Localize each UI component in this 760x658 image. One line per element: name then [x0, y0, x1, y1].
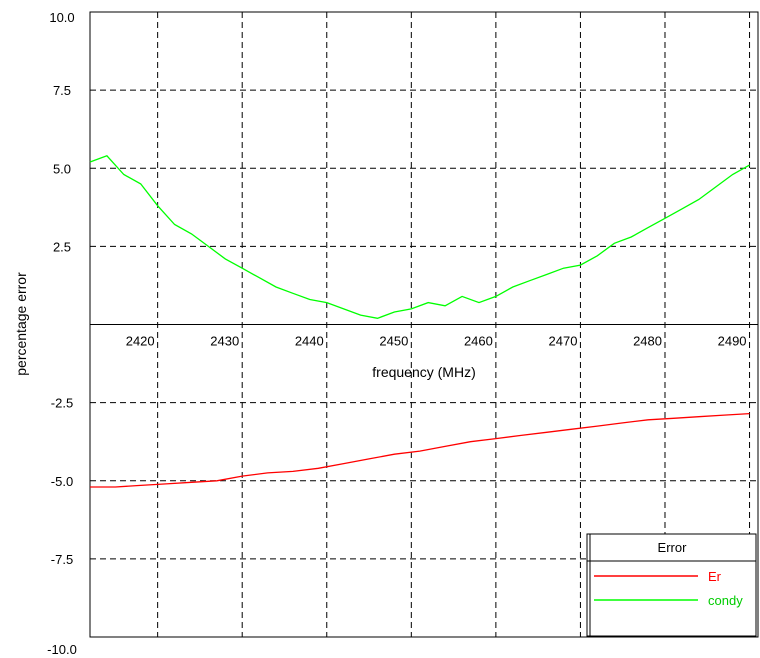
y-tick-label: -5.0: [51, 474, 73, 489]
y-tick-label: 2.5: [53, 239, 71, 254]
y-axis-title: percentage error: [13, 272, 29, 376]
legend-label-condy: condy: [708, 593, 743, 608]
x-tick-label: 2420: [126, 334, 155, 349]
y-tick-label: -7.5: [51, 552, 73, 567]
series-line-condy: [89, 155, 750, 319]
y-tick-label: 10.0: [49, 10, 74, 25]
x-tick-label: 2440: [295, 334, 324, 349]
x-axis-title: frequency (MHz): [372, 364, 475, 380]
y-tick-label: -10.0: [47, 642, 77, 657]
x-tick-label: 2470: [549, 334, 578, 349]
x-tick-labels: 2420 2430 2440 2450 2460 2470 2480 2490: [126, 334, 747, 349]
legend-label-er: Er: [708, 569, 722, 584]
x-tick-label: 2460: [464, 334, 493, 349]
legend-title: Error: [658, 540, 688, 555]
y-tick-label: -2.5: [51, 396, 73, 411]
series-layer: [89, 155, 750, 488]
series-line-er: [90, 412, 750, 488]
x-tick-label: 2450: [379, 334, 408, 349]
x-tick-label: 2480: [633, 334, 662, 349]
y-tick-label: 7.5: [53, 83, 71, 98]
x-tick-label: 2430: [210, 334, 239, 349]
legend-frame: [586, 533, 757, 637]
x-tick-label: 2490: [718, 334, 747, 349]
y-tick-label: 5.0: [53, 161, 71, 176]
y-tick-labels: 10.0 7.5 5.0 2.5 -2.5 -5.0 -7.5 -10.0: [47, 10, 77, 657]
legend: Error Er condy: [586, 533, 757, 637]
